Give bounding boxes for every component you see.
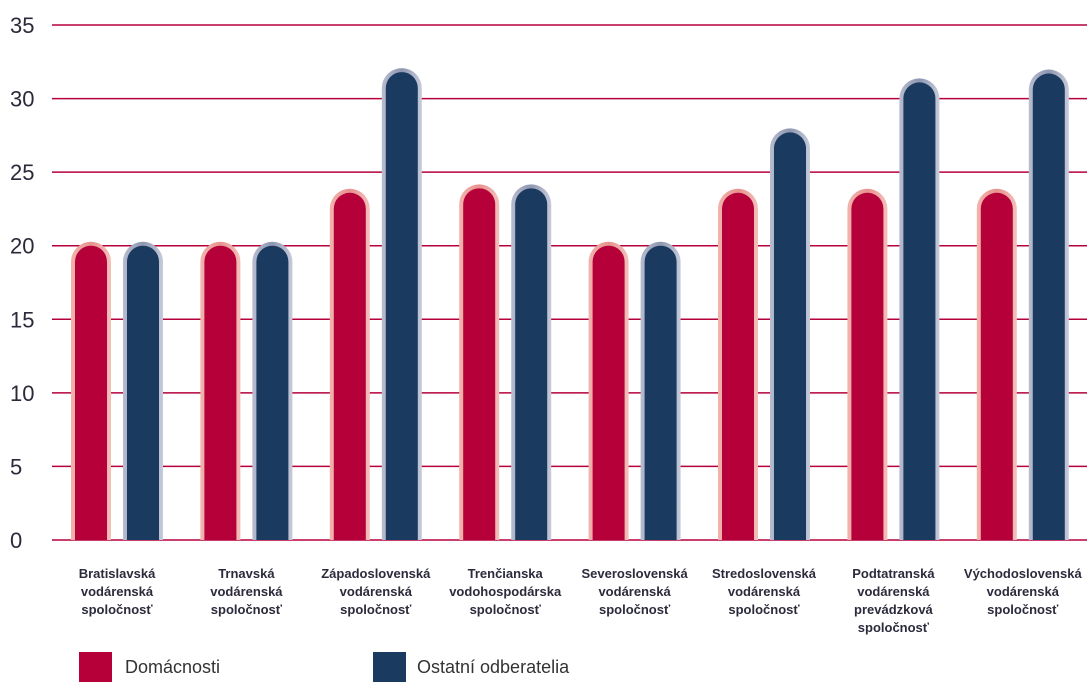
bar <box>774 132 806 540</box>
x-tick-label-line: Trnavská <box>218 566 275 581</box>
bars <box>71 68 1069 541</box>
legend: Domácnosti Ostatní odberatelia <box>79 652 570 682</box>
bar <box>75 245 107 540</box>
bar <box>515 188 548 541</box>
x-tick-label-line: spoločnosť <box>599 602 671 617</box>
x-tick-label-line: vodárenská <box>857 584 930 599</box>
x-tick-label-line: spoločnosť <box>470 602 542 617</box>
bar <box>385 72 418 540</box>
x-tick-label-line: spoločnosť <box>858 620 930 635</box>
bar <box>903 82 936 540</box>
x-tick-label: Stredoslovenská vodárenská spoločnosť <box>712 566 817 617</box>
x-tick-label-line: Západoslovenská <box>321 566 431 581</box>
bar <box>644 245 677 540</box>
y-tick-label: 15 <box>10 307 34 332</box>
legend-label: Ostatní odberatelia <box>417 657 570 677</box>
y-tick-label: 5 <box>10 454 22 479</box>
x-tick-label: Severoslovenská vodárenská spoločnosť <box>581 566 688 617</box>
x-tick-label-line: spoločnosť <box>728 602 800 617</box>
y-tick-label: 10 <box>10 381 34 406</box>
y-tick-label: 30 <box>10 87 34 112</box>
legend-swatch <box>79 652 112 682</box>
x-tick-label-line: Stredoslovenská <box>712 566 817 581</box>
x-tick-label-line: vodárenská <box>598 584 671 599</box>
y-tick-label: 0 <box>10 528 22 553</box>
x-tick-label-line: Bratislavská <box>79 566 156 581</box>
x-tick-label: Západoslovenská vodárenská spoločnosť <box>321 566 431 617</box>
x-tick-label: Podtatranská vodárenská prevádzková spoločn… <box>852 566 935 635</box>
x-tick-label-line: spoločnosť <box>987 602 1059 617</box>
bar <box>592 245 625 540</box>
x-tick-label: Trnavská vodárenská spoločnosť <box>210 566 283 617</box>
x-axis-labels: Bratislavská vodárenská spoločnosťTrnavská… <box>79 566 1083 635</box>
bar <box>204 245 237 540</box>
x-tick-label: Východoslovenská vodárenská spoločnosť <box>964 566 1083 617</box>
x-tick-label-line: Východoslovenská <box>964 566 1083 581</box>
bar <box>851 192 884 540</box>
legend-label: Domácnosti <box>125 657 220 677</box>
bar <box>256 245 289 540</box>
bar <box>1032 73 1065 541</box>
x-tick-label-line: vodohospodárska <box>449 584 562 599</box>
y-axis-ticks: 0 5 10 15 20 25 30 35 <box>10 13 34 553</box>
x-tick-label-line: vodárenská <box>210 584 283 599</box>
y-tick-label: 25 <box>10 160 34 185</box>
x-tick-label: Bratislavská vodárenská spoločnosť <box>79 566 156 617</box>
x-tick-label-line: vodárenská <box>340 584 413 599</box>
bar <box>127 245 159 540</box>
x-tick-label-line: spoločnosť <box>81 602 153 617</box>
x-tick-label-line: spoločnosť <box>340 602 412 617</box>
bar <box>722 192 754 540</box>
x-tick-label: Trenčianska vodohospodárska spoločnosť <box>449 566 562 617</box>
x-tick-label-line: vodárenská <box>987 584 1060 599</box>
y-tick-label: 20 <box>10 234 34 259</box>
x-tick-label-line: prevádzková <box>854 602 934 617</box>
x-tick-label-line: Podtatranská <box>852 566 935 581</box>
bar <box>333 192 366 540</box>
legend-swatch <box>373 652 406 682</box>
y-tick-label: 35 <box>10 13 34 38</box>
x-tick-label-line: spoločnosť <box>211 602 283 617</box>
x-tick-label-line: Severoslovenská <box>581 566 688 581</box>
bar <box>463 188 496 541</box>
x-tick-label-line: vodárenská <box>728 584 801 599</box>
x-tick-label-line: Trenčianska <box>468 566 544 581</box>
x-tick-label-line: vodárenská <box>81 584 154 599</box>
bar <box>980 192 1013 540</box>
